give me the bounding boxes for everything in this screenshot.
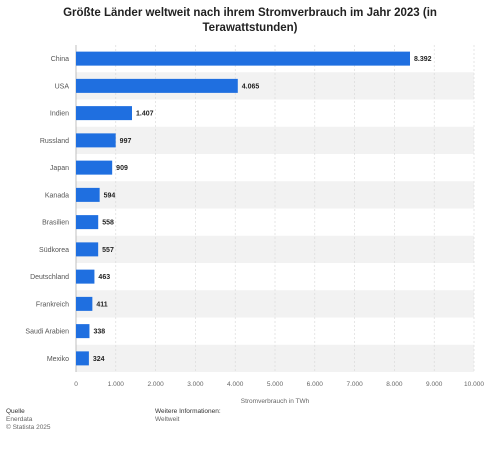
bar bbox=[76, 133, 116, 148]
bar bbox=[76, 242, 99, 257]
x-tick-label: 5.000 bbox=[267, 381, 284, 388]
value-label: 909 bbox=[116, 165, 128, 172]
value-label: 463 bbox=[98, 274, 110, 281]
source-line-2: © Statista 2025 bbox=[6, 424, 51, 431]
bar bbox=[76, 351, 89, 366]
category-label: Brasilien bbox=[42, 220, 69, 227]
value-label: 997 bbox=[120, 138, 132, 145]
chart-title: Größte Länder weltweit nach ihrem Stromv… bbox=[63, 7, 437, 34]
source-block: Quelle Enerdata © Statista 2025 bbox=[6, 408, 51, 432]
category-label: Indien bbox=[50, 111, 69, 118]
x-tick-label: 0 bbox=[74, 381, 78, 388]
category-label: Frankreich bbox=[36, 301, 69, 308]
x-tick-label: 7.000 bbox=[346, 381, 363, 388]
value-label: 8.392 bbox=[414, 56, 432, 63]
category-label: Südkorea bbox=[39, 247, 69, 254]
category-label: Russland bbox=[40, 138, 69, 145]
value-label: 338 bbox=[93, 329, 105, 336]
value-label: 411 bbox=[96, 301, 107, 308]
info-heading: Weitere Informationen: bbox=[155, 408, 221, 415]
info-block: Weitere Informationen: Weltweit bbox=[155, 408, 221, 424]
bar bbox=[76, 51, 411, 66]
category-label: USA bbox=[55, 83, 70, 90]
x-tick-label: 3.000 bbox=[187, 381, 204, 388]
x-tick-label: 2.000 bbox=[147, 381, 164, 388]
category-label: China bbox=[51, 56, 69, 63]
category-label: Deutschland bbox=[30, 274, 69, 281]
bar bbox=[76, 324, 90, 339]
x-axis-label: Stromverbrauch in TWh bbox=[241, 398, 310, 405]
x-tick-label: 8.000 bbox=[386, 381, 403, 388]
info-line-1: Weltweit bbox=[155, 416, 180, 423]
value-label: 558 bbox=[102, 220, 114, 227]
value-label: 1.407 bbox=[136, 111, 154, 118]
bar bbox=[76, 78, 238, 93]
x-tick-label: 6.000 bbox=[307, 381, 324, 388]
x-tick-label: 1.000 bbox=[108, 381, 125, 388]
x-tick-label: 9.000 bbox=[426, 381, 443, 388]
category-label: Japan bbox=[50, 165, 69, 172]
value-label: 557 bbox=[102, 247, 114, 254]
bar bbox=[76, 106, 132, 121]
value-label: 594 bbox=[104, 192, 116, 199]
bar bbox=[76, 187, 100, 202]
category-label: Saudi Arabien bbox=[25, 329, 69, 336]
x-tick-label: 10.000 bbox=[464, 381, 484, 388]
x-tick-label: 4.000 bbox=[227, 381, 244, 388]
value-label: 324 bbox=[93, 356, 105, 363]
bar bbox=[76, 296, 93, 311]
source-line-1: Enerdata bbox=[6, 416, 33, 423]
bar bbox=[76, 160, 113, 175]
source-heading: Quelle bbox=[6, 408, 25, 415]
value-label: 4.065 bbox=[242, 83, 260, 90]
bar bbox=[76, 215, 99, 230]
category-label: Kanada bbox=[45, 192, 69, 199]
category-label: Mexiko bbox=[47, 356, 69, 363]
bar bbox=[76, 269, 95, 284]
